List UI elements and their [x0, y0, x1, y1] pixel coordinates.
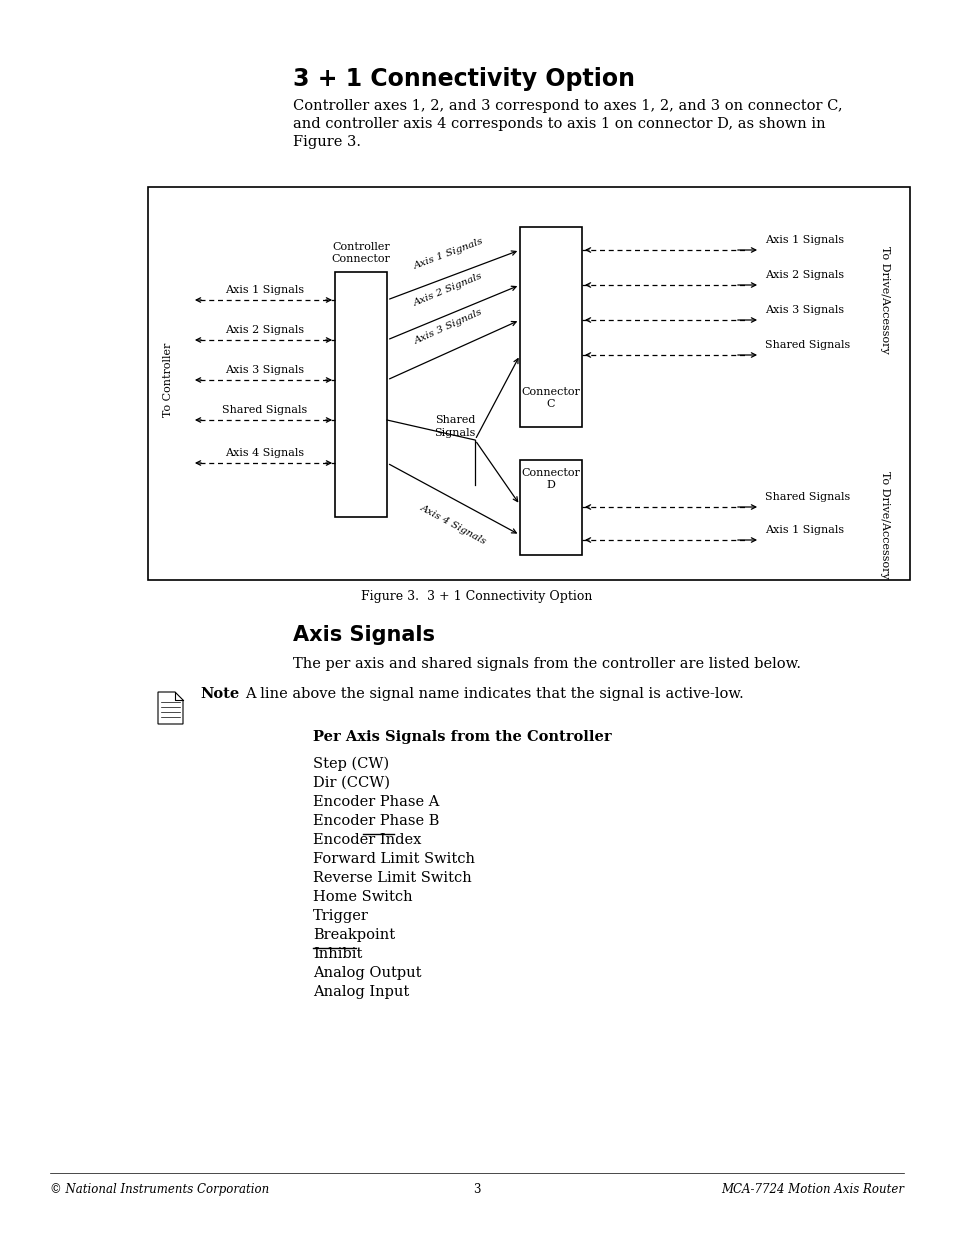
Text: © National Instruments Corporation: © National Instruments Corporation	[50, 1183, 269, 1195]
Text: D: D	[546, 480, 555, 490]
Text: Signals: Signals	[434, 429, 476, 438]
Text: Inhibit: Inhibit	[313, 947, 362, 961]
Text: A line above the signal name indicates that the signal is active-low.: A line above the signal name indicates t…	[245, 687, 743, 701]
Text: To Drive/Accessory: To Drive/Accessory	[879, 246, 889, 354]
Text: Axis 1 Signals: Axis 1 Signals	[412, 237, 484, 270]
Text: Connector: Connector	[521, 468, 579, 478]
Text: 3 + 1 Connectivity Option: 3 + 1 Connectivity Option	[293, 67, 635, 91]
Text: Axis 3 Signals: Axis 3 Signals	[225, 366, 304, 375]
Text: MCA-7724 Motion Axis Router: MCA-7724 Motion Axis Router	[720, 1183, 903, 1195]
Text: To Controller: To Controller	[163, 343, 172, 417]
Text: Reverse Limit Switch: Reverse Limit Switch	[313, 871, 471, 885]
Text: Step (CW): Step (CW)	[313, 757, 389, 772]
Text: Home Switch: Home Switch	[313, 890, 413, 904]
Text: Encoder Phase B: Encoder Phase B	[313, 814, 439, 827]
Text: Controller axes 1, 2, and 3 correspond to axes 1, 2, and 3 on connector C,: Controller axes 1, 2, and 3 correspond t…	[293, 99, 841, 112]
Text: The per axis and shared signals from the controller are listed below.: The per axis and shared signals from the…	[293, 657, 801, 671]
Text: Axis 2 Signals: Axis 2 Signals	[764, 270, 843, 280]
Text: Per Axis Signals from the Controller: Per Axis Signals from the Controller	[313, 730, 611, 743]
Text: Connector: Connector	[332, 254, 390, 264]
Text: and controller axis 4 corresponds to axis 1 on connector D, as shown in: and controller axis 4 corresponds to axi…	[293, 117, 824, 131]
Text: Shared Signals: Shared Signals	[222, 405, 307, 415]
Text: Axis 4 Signals: Axis 4 Signals	[418, 503, 488, 546]
Text: Axis 1 Signals: Axis 1 Signals	[764, 235, 843, 245]
Text: Dir (CCW): Dir (CCW)	[313, 776, 390, 790]
Text: Analog Output: Analog Output	[313, 966, 421, 981]
Text: Axis 2 Signals: Axis 2 Signals	[413, 272, 484, 309]
Text: Axis 3 Signals: Axis 3 Signals	[764, 305, 843, 315]
Text: 3: 3	[473, 1183, 480, 1195]
Text: Shared Signals: Shared Signals	[764, 492, 849, 501]
Text: Axis 2 Signals: Axis 2 Signals	[225, 325, 304, 335]
Text: Trigger: Trigger	[313, 909, 369, 923]
Text: Figure 3.: Figure 3.	[293, 135, 360, 149]
Bar	[519, 227, 581, 427]
Text: Axis 3 Signals: Axis 3 Signals	[413, 308, 483, 346]
Text: Connector: Connector	[521, 387, 579, 396]
Polygon shape	[158, 692, 183, 724]
Text: Axis 1 Signals: Axis 1 Signals	[225, 285, 304, 295]
Text: Shared Signals: Shared Signals	[764, 340, 849, 350]
Text: C: C	[546, 399, 555, 409]
Text: To Drive/Accessory: To Drive/Accessory	[879, 471, 889, 579]
Text: Breakpoint: Breakpoint	[313, 927, 395, 942]
Text: Axis 4 Signals: Axis 4 Signals	[225, 448, 304, 458]
Bar	[335, 272, 387, 517]
Text: Axis Signals: Axis Signals	[293, 625, 435, 645]
Bar	[148, 186, 909, 580]
Text: Figure 3.  3 + 1 Connectivity Option: Figure 3. 3 + 1 Connectivity Option	[361, 590, 592, 603]
Text: Axis 1 Signals: Axis 1 Signals	[764, 525, 843, 535]
Text: Analog Input: Analog Input	[313, 986, 409, 999]
Text: Shared: Shared	[435, 415, 475, 425]
Text: Encoder Index: Encoder Index	[313, 832, 421, 847]
Text: Encoder Phase A: Encoder Phase A	[313, 795, 439, 809]
Text: Note: Note	[200, 687, 239, 701]
Text: Forward Limit Switch: Forward Limit Switch	[313, 852, 475, 866]
Bar	[519, 459, 581, 555]
Text: Controller: Controller	[332, 242, 390, 252]
